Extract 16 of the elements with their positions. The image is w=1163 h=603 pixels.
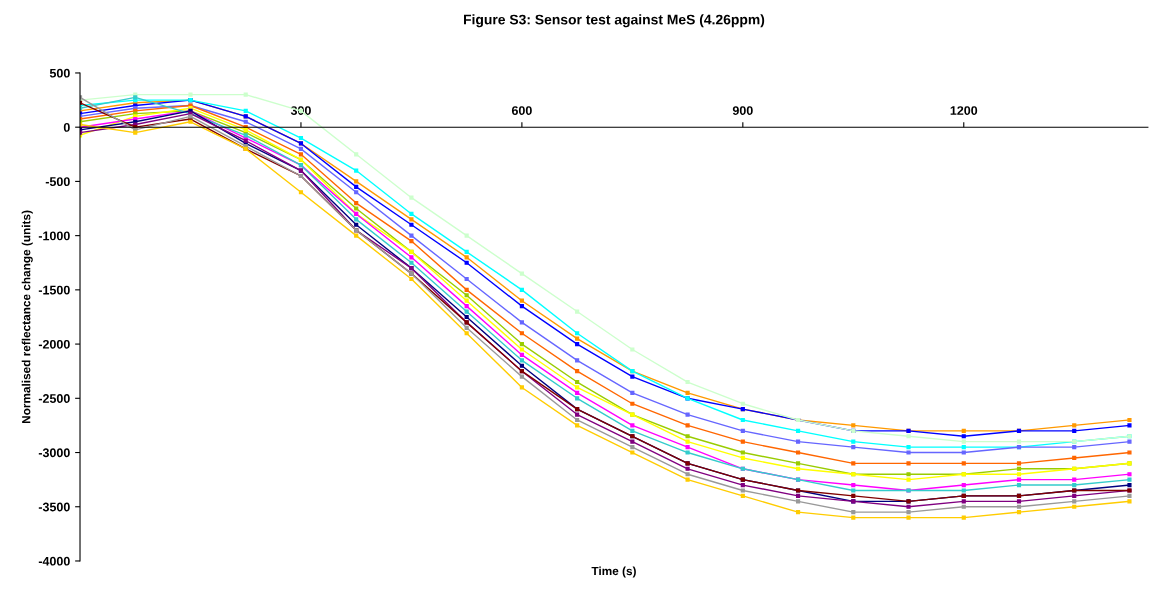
y-tick-label: 0 xyxy=(63,122,70,132)
y-tick-label: -2000 xyxy=(38,339,70,349)
y-tick-label: -500 xyxy=(45,177,70,187)
x-tick-label: 600 xyxy=(511,106,532,115)
chart-title: Figure S3: Sensor test against MeS (4.26ppm) xyxy=(464,14,765,28)
y-tick-label: -3000 xyxy=(38,448,70,458)
y-tick-label: -1500 xyxy=(38,285,70,295)
x-tick-label: 900 xyxy=(732,106,753,115)
x-tick-label: 1200 xyxy=(950,106,978,115)
y-tick-label: -4000 xyxy=(38,556,70,566)
y-tick-label: 500 xyxy=(49,68,70,78)
y-tick-label: -1000 xyxy=(38,231,70,241)
x-axis-title: Time (s) xyxy=(591,566,636,578)
y-tick-label: -3500 xyxy=(38,502,70,512)
y-tick-label: -2500 xyxy=(38,394,70,403)
y-axis-title: Normalised reflectance change (units) xyxy=(21,210,33,424)
